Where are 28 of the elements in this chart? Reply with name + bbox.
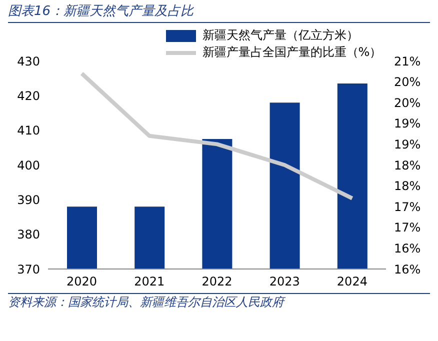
y2-tick-label: 19% xyxy=(394,137,421,152)
y2-tick-label: 19% xyxy=(394,116,421,131)
y-tick-label: 380 xyxy=(17,228,40,242)
y2-tick-label: 20% xyxy=(394,75,421,90)
chart-title: 图表16：新疆天然气产量及占比 xyxy=(8,2,430,23)
y2-tick-label: 16% xyxy=(394,241,421,256)
line-series xyxy=(80,71,354,200)
y2-tick-label: 20% xyxy=(394,96,421,110)
y-tick-label: 400 xyxy=(17,158,40,172)
y-tick-label: 420 xyxy=(17,88,40,103)
y-tick-label: 370 xyxy=(17,262,40,276)
x-tick-label: 2020 xyxy=(66,274,98,289)
y2-tick-label: 17% xyxy=(394,220,421,235)
y2-tick-label: 18% xyxy=(394,179,421,194)
x-tick-label: 2023 xyxy=(269,274,300,289)
y2-tick-label: 17% xyxy=(394,200,421,214)
y2-tick-label: 18% xyxy=(394,158,421,172)
y-tick-label: 390 xyxy=(17,192,40,207)
text: 资料来源：国家统计局、新疆维吾尔自治区人民政府 xyxy=(8,293,430,311)
x-tick-label: 2022 xyxy=(202,274,232,289)
x-tick-label: 2021 xyxy=(134,274,165,289)
legend-label: 新疆天然气产量（亿立方米） xyxy=(202,27,358,44)
x-tick-label: 2024 xyxy=(336,274,368,289)
legend-label: 新疆产量占全国产量的比重（%） xyxy=(202,44,382,61)
y-tick-label: 430 xyxy=(17,54,40,68)
y-tick-label: 410 xyxy=(17,124,40,138)
y2-tick-label: 16% xyxy=(394,262,421,276)
y2-tick-label: 21% xyxy=(394,54,421,68)
